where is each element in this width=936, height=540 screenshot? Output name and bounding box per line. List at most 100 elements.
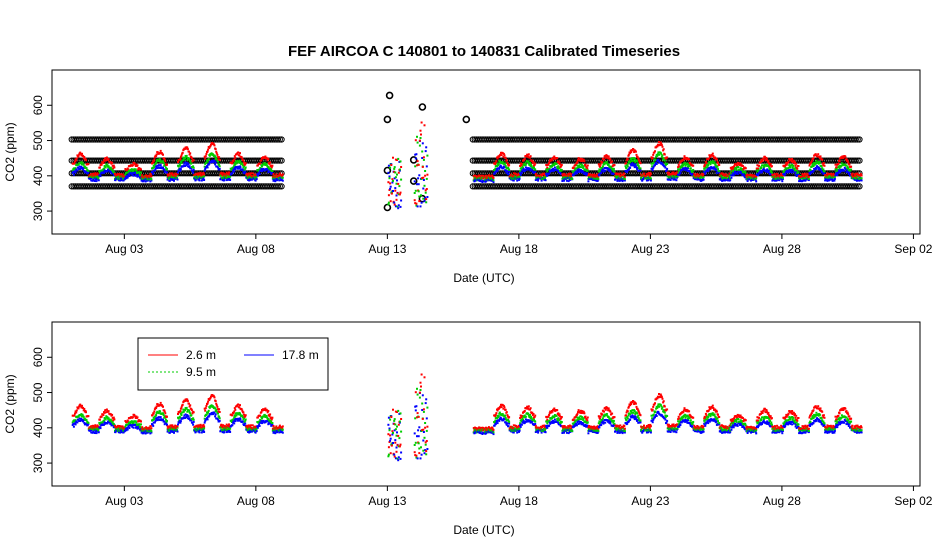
data-point [419,205,422,208]
data-point [639,167,642,170]
data-point [244,162,247,165]
data-point [389,182,392,185]
data-point [177,161,179,163]
data-point [687,167,689,170]
data-point [99,427,102,430]
data-point [504,156,507,159]
data-point [548,172,551,175]
data-point [74,423,77,426]
data-point [393,167,396,170]
data-point [105,156,108,159]
data-point [92,176,94,179]
data-point [609,170,612,173]
calibration-point [274,136,281,143]
data-point [82,163,85,166]
data-point [173,179,175,182]
data-point [281,179,284,182]
data-point [399,205,402,208]
data-point [237,151,240,154]
data-point [108,169,111,172]
data-point [229,179,232,181]
data-point [394,171,397,174]
data-point [166,163,168,166]
data-point [662,148,665,151]
data-point [519,173,522,176]
data-point [586,169,589,172]
data-point [774,173,777,176]
data-point [414,157,417,160]
data-point [204,157,207,160]
data-point [658,141,660,143]
data-point [82,415,85,418]
data-point [584,163,587,166]
data-point [413,192,416,194]
calibration-point [856,183,863,190]
data-point [153,158,156,161]
x-tick-label: Aug 18 [500,242,538,256]
data-point [139,174,142,177]
data-point [492,176,495,179]
data-point [72,425,75,428]
data-point [496,170,499,173]
data-point [417,183,420,186]
data-point [80,165,83,168]
data-point [422,197,425,200]
data-point [82,166,85,169]
y-tick-label: 300 [31,201,45,221]
data-point [544,179,547,182]
data-point [267,158,270,160]
data-point [120,173,123,176]
data-point [860,177,863,180]
data-point [422,158,425,161]
data-point [214,148,217,151]
data-point [192,159,195,162]
data-point [422,187,425,190]
data-point [87,421,90,424]
data-point [115,176,118,179]
data-point [189,160,192,163]
data-point [131,164,134,167]
data-point [556,157,559,160]
data-point [214,161,217,164]
data-point [767,160,770,162]
data-point [426,173,429,176]
data-point [551,158,554,161]
data-point [76,169,79,172]
data-point [833,177,836,180]
data-point [417,163,420,166]
data-point [612,167,615,170]
data-point [112,174,115,177]
calibration-point [383,203,392,212]
data-point [420,133,422,136]
data-point [769,167,772,170]
data-point [623,178,626,181]
data-point [122,175,125,178]
data-point [231,172,234,175]
data-point [103,171,105,174]
data-point [128,175,131,177]
data-point [807,178,810,180]
data-point [150,178,153,181]
data-point [399,191,402,194]
data-point [652,153,655,156]
data-point [397,171,400,174]
data-point [162,153,164,156]
data-point [73,162,76,165]
data-point [416,205,419,208]
data-point [80,154,83,157]
data-point [625,167,628,170]
data-point [205,153,208,155]
data-point [415,153,418,156]
data-point [850,165,853,168]
data-point [82,157,85,160]
top-panel: Aug 03 Aug 08 Aug 13 Aug 18 Aug 23 Aug 28 Sep … [3,69,933,285]
data-point [387,171,390,174]
data-point [242,159,245,162]
data-point [736,172,739,175]
data-point [228,171,230,174]
data-point [83,165,86,168]
data-point [658,153,660,156]
data-point [397,182,400,185]
data-point [420,194,422,197]
data-point [157,164,160,167]
